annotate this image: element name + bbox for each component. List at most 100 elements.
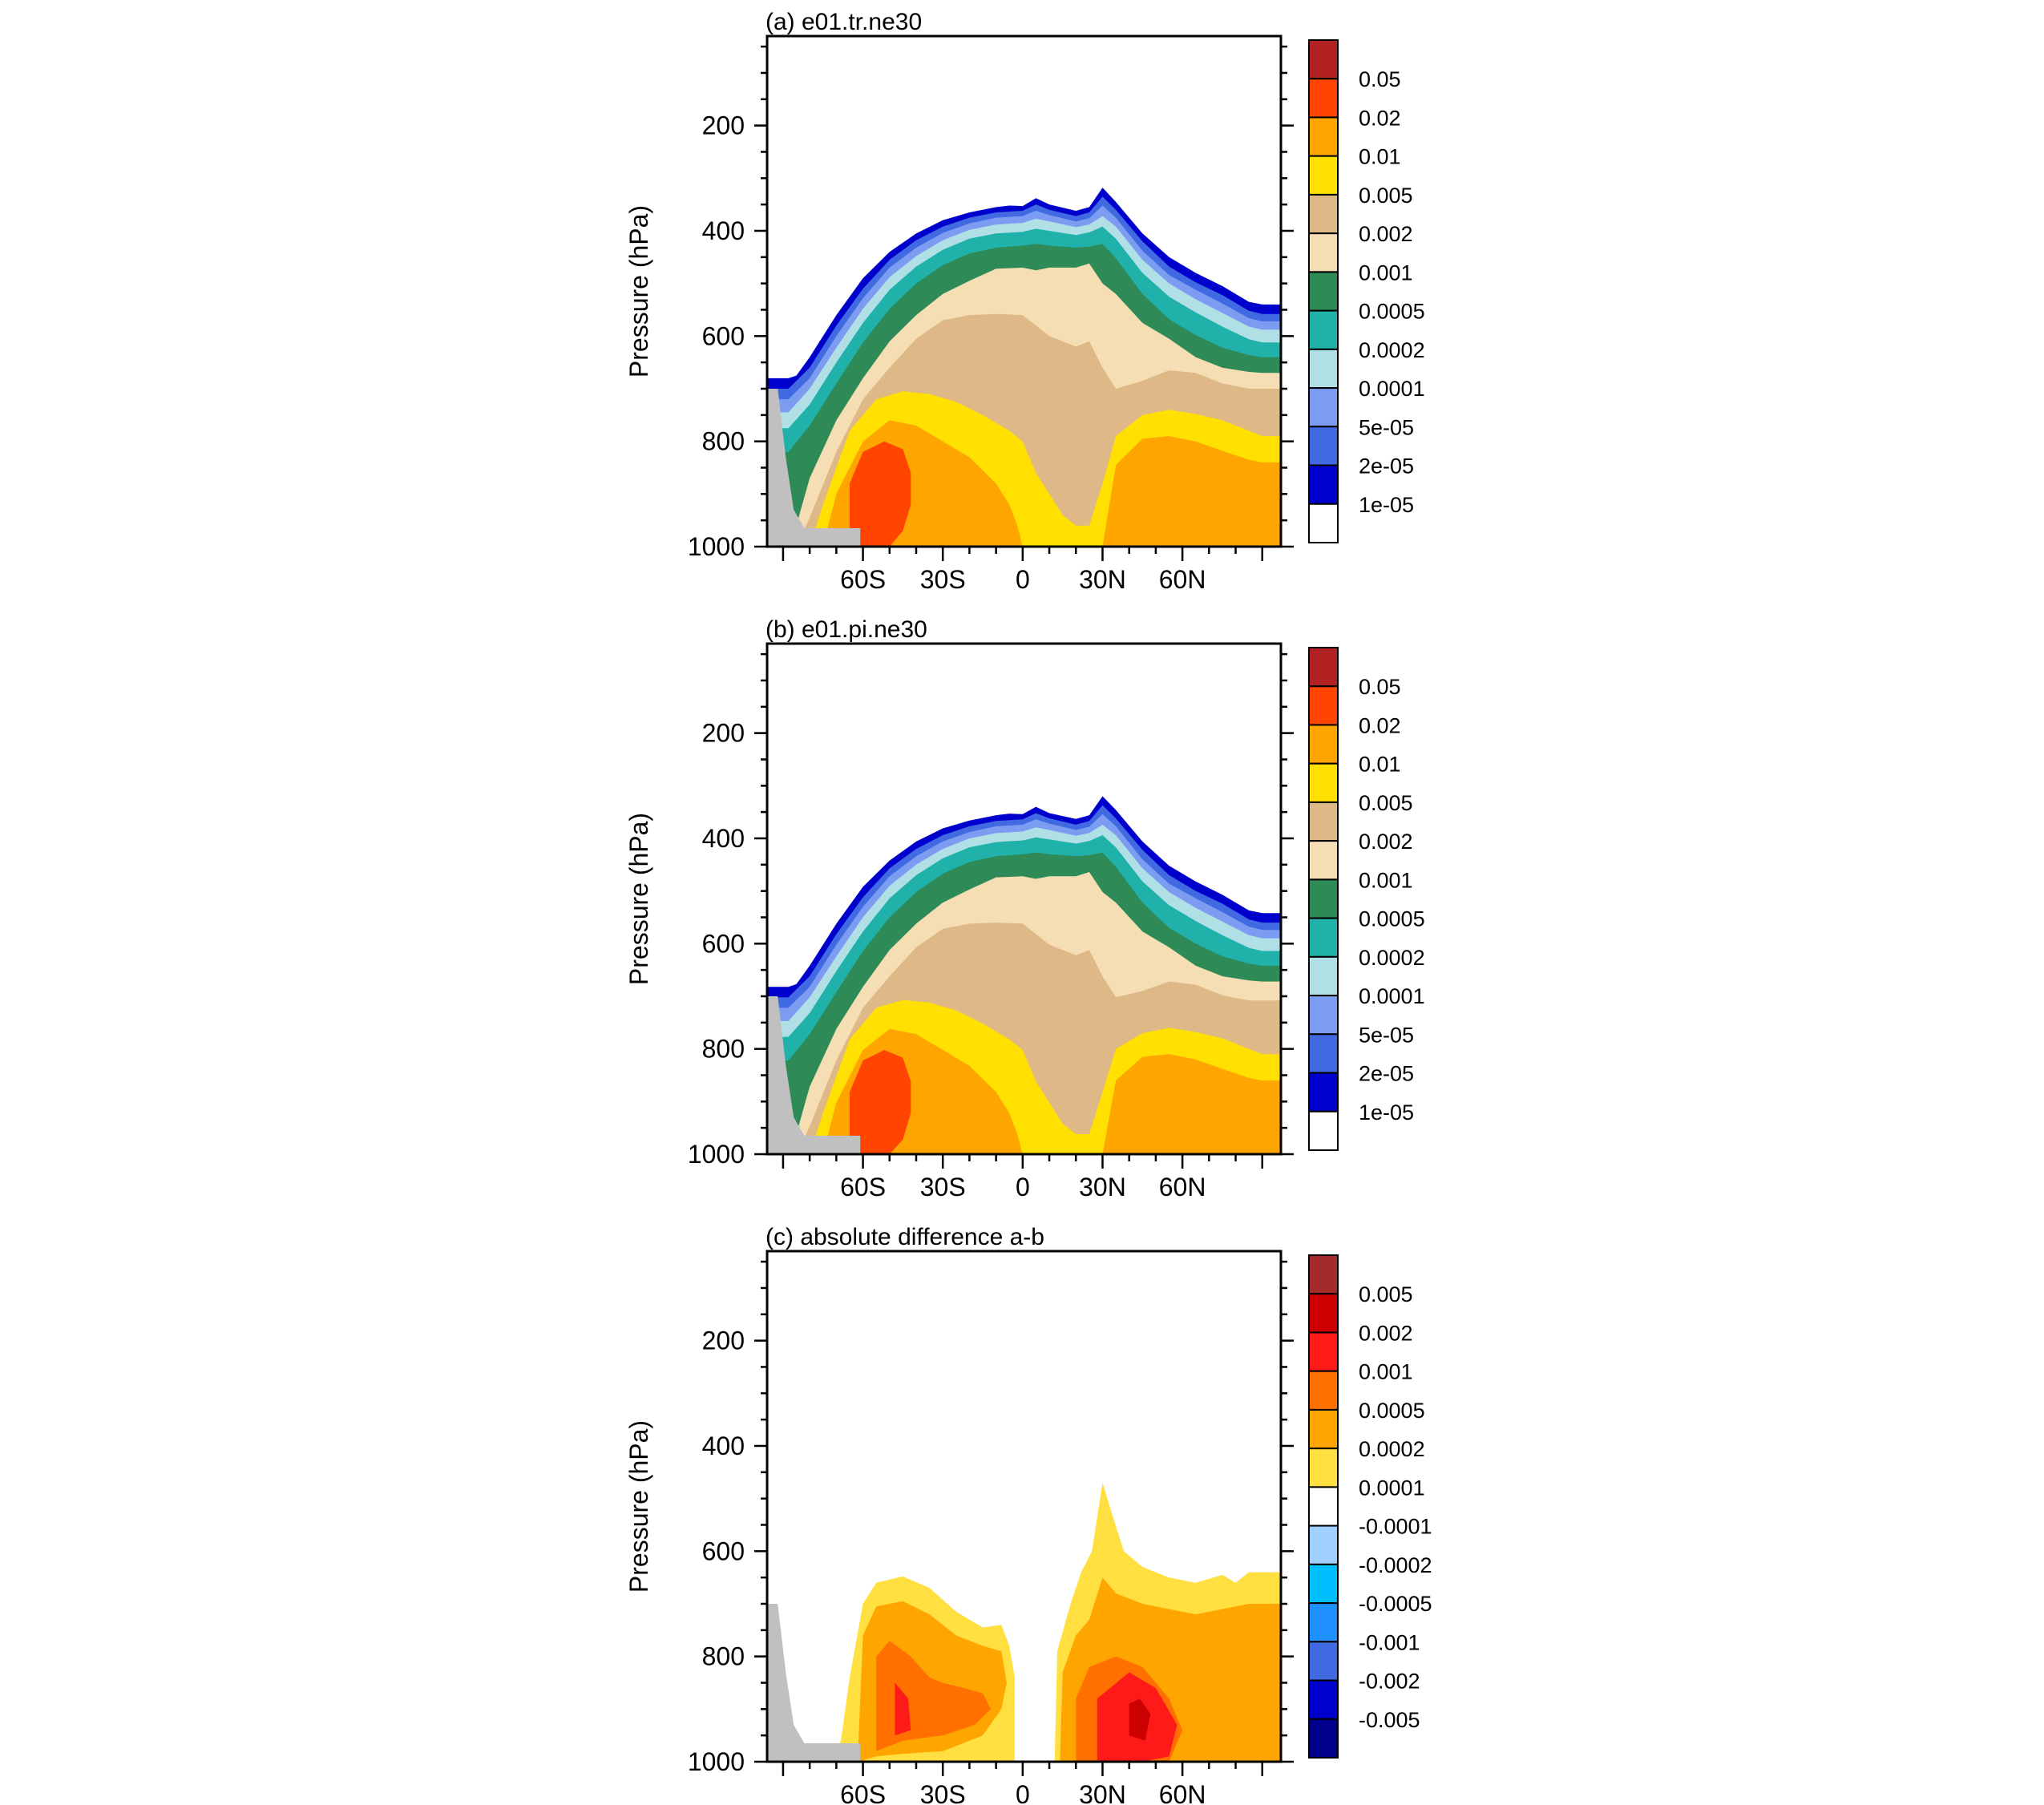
colorbar-label: 1e-05	[1359, 1100, 1414, 1125]
colorbar-label: 0.02	[1359, 106, 1401, 130]
panel-title: (b) e01.pi.ne30	[765, 616, 927, 643]
x-tick-label: 60S	[840, 1780, 886, 1805]
colorbar-label: 0.001	[1359, 1360, 1413, 1384]
colorbar-label: 2e-05	[1359, 454, 1414, 479]
colorbar-swatch	[1308, 1486, 1339, 1527]
colorbar-swatch	[1308, 995, 1339, 1036]
colorbar-label: 0.01	[1359, 753, 1401, 777]
colorbar-swatch	[1308, 78, 1339, 119]
y-tick-label: 1000	[688, 532, 745, 561]
colorbar-label: -0.0005	[1359, 1592, 1432, 1616]
colorbar-label: 0.05	[1359, 675, 1401, 699]
colorbar-swatch	[1308, 1563, 1339, 1605]
colorbar: 0.05 0.02 0.01 0.005 0.002 0.001 0.0005 0.0002 0…	[1308, 39, 1425, 543]
plot-area: 200 400 600 800 1000 60S 30S 0 30N 60N	[688, 642, 1294, 1201]
colorbar-swatch	[1308, 39, 1339, 80]
y-tick-label: 600	[702, 1536, 745, 1565]
colorbar-swatch	[1308, 647, 1339, 688]
colorbar-label: 0.0002	[1359, 1437, 1425, 1461]
y-tick-label: 1000	[688, 1140, 745, 1169]
colorbar-swatch	[1308, 116, 1339, 157]
colorbar-label: 0.0002	[1359, 946, 1425, 970]
colorbar-swatch	[1308, 387, 1339, 428]
colorbar: 0.005 0.002 0.001 0.0005 0.0002 0.0001 -0.0001…	[1308, 1254, 1432, 1759]
y-tick-label: 400	[702, 216, 745, 245]
x-tick-label: 0	[1016, 1173, 1030, 1201]
colorbar-swatch	[1308, 955, 1339, 997]
x-tick-label: 60S	[840, 1173, 886, 1201]
colorbar-swatch	[1308, 1033, 1339, 1074]
colorbar-label: 0.005	[1359, 791, 1413, 815]
panel-c: (c) absolute difference a-b Pressure (hP…	[624, 1224, 1432, 1805]
colorbar-label: 5e-05	[1359, 1023, 1414, 1047]
colorbar-label: -0.002	[1359, 1670, 1420, 1694]
plot-area: 200 400 600 800 1000 60S 30S 0 30N 60N	[688, 1250, 1294, 1805]
colorbar-swatch	[1308, 1110, 1339, 1152]
terrain-mask	[767, 388, 861, 547]
colorbar-label: 0.0001	[1359, 984, 1425, 1008]
y-tick-label: 600	[702, 321, 745, 350]
panel-title: (c) absolute difference a-b	[765, 1224, 1044, 1250]
contour-region	[895, 1682, 911, 1736]
colorbar-swatch	[1308, 1072, 1339, 1112]
colorbar-swatch	[1308, 271, 1339, 312]
colorbar-label: 0.002	[1359, 830, 1413, 854]
colorbar-swatch	[1308, 309, 1339, 350]
colorbar-swatch	[1308, 193, 1339, 235]
y-tick-label: 800	[702, 427, 745, 456]
colorbar-swatch	[1308, 348, 1339, 390]
colorbar-label: 0.0001	[1359, 377, 1425, 401]
colorbar-swatch	[1308, 1254, 1339, 1295]
contour-region	[850, 441, 911, 547]
x-tick-label: 60N	[1159, 1780, 1206, 1805]
colorbar-swatch	[1308, 155, 1339, 196]
colorbar-label: 0.05	[1359, 67, 1401, 91]
colorbar: 0.05 0.02 0.01 0.005 0.002 0.001 0.0005 0.0002 0…	[1308, 647, 1425, 1152]
colorbar-swatch	[1308, 1293, 1339, 1334]
terrain-mask	[767, 995, 861, 1154]
contour-region	[850, 1050, 911, 1154]
x-tick-label: 60N	[1159, 565, 1206, 594]
colorbar-label: 1e-05	[1359, 493, 1414, 517]
plot-frame	[765, 34, 1283, 548]
y-tick-label: 800	[702, 1642, 745, 1671]
colorbar-swatch	[1308, 685, 1339, 726]
x-tick-label: 30N	[1079, 1173, 1126, 1201]
x-tick-label: 30S	[920, 565, 966, 594]
colorbar-swatch	[1308, 426, 1339, 466]
x-tick-label: 30S	[920, 1173, 966, 1201]
colorbar-swatch	[1308, 1448, 1339, 1488]
colorbar-label: 0.002	[1359, 222, 1413, 246]
contour-region	[1129, 1698, 1151, 1741]
colorbar-swatch	[1308, 1370, 1339, 1411]
colorbar-label: 2e-05	[1359, 1062, 1414, 1086]
colorbar-label: 0.0002	[1359, 338, 1425, 362]
colorbar-label: -0.0002	[1359, 1553, 1432, 1577]
colorbar-label: -0.0001	[1359, 1515, 1432, 1539]
x-tick-label: 30N	[1079, 565, 1126, 594]
colorbar-swatch	[1308, 464, 1339, 505]
colorbar-swatch	[1308, 1718, 1339, 1759]
y-tick-label: 400	[702, 824, 745, 853]
plot-area: 200 400 600 800 1000 60S 30S 0 30N 60N	[688, 34, 1294, 594]
y-tick-label: 200	[702, 1326, 745, 1355]
colorbar-swatch	[1308, 1331, 1339, 1372]
panel-a: (a) e01.tr.ne30 Pressure (hPa) 200 400 600…	[624, 9, 1425, 594]
colorbar-swatch	[1308, 1524, 1339, 1565]
colorbar-label: 5e-05	[1359, 415, 1414, 439]
y-tick-label: 800	[702, 1035, 745, 1064]
colorbar-label: 0.0005	[1359, 1399, 1425, 1423]
contour-region	[985, 1508, 1018, 1578]
colorbar-swatch	[1308, 801, 1339, 842]
x-tick-label: 60N	[1159, 1173, 1206, 1201]
contour-region	[1102, 436, 1281, 547]
panel-title: (a) e01.tr.ne30	[765, 9, 922, 35]
colorbar-label: 0.002	[1359, 1321, 1413, 1345]
colorbar-label: 0.005	[1359, 1282, 1413, 1306]
y-tick-label: 200	[702, 111, 745, 140]
x-tick-label: 30S	[920, 1780, 966, 1805]
terrain-mask	[767, 1603, 861, 1762]
y-axis-label: Pressure (hPa)	[624, 1420, 653, 1593]
x-tick-label: 30N	[1079, 1780, 1126, 1805]
